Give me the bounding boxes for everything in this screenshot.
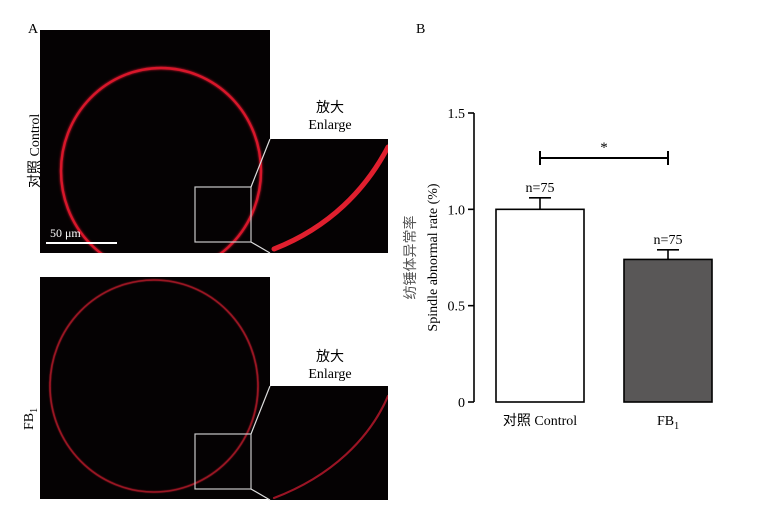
- control-enlarge-caption: 放大 Enlarge: [285, 100, 375, 134]
- enlarge-en-label: Enlarge: [308, 118, 352, 133]
- fb1-spindle-ring: [49, 279, 259, 493]
- bar-label-0: n=75: [526, 181, 555, 196]
- spindle-abnormal-rate-chart: 纺锤体异常率 Spindle abnormal rate (%) 0 0.5 1.0 1…: [402, 107, 713, 432]
- scale-bar-label: 50 μm: [50, 226, 81, 240]
- fb1-enlarge-caption: 放大 Enlarge: [285, 349, 375, 383]
- y-tick-label: 1.0: [448, 203, 466, 218]
- fb1-zoom-box: [194, 433, 252, 490]
- x-category-label-1: FB1: [657, 414, 679, 432]
- y-axis-title: 纺锤体异常率 Spindle abnormal rate (%): [402, 183, 441, 331]
- y-axis-title-cn: 纺锤体异常率: [402, 216, 419, 300]
- control-oocyte-image: 50 μm: [40, 30, 270, 253]
- enlarge-en-label-2: Enlarge: [308, 367, 352, 382]
- y-tick-label: 0.5: [448, 300, 466, 315]
- control-spindle-ring: [59, 66, 263, 253]
- y-tick-label: 0: [458, 396, 465, 411]
- zoom-connectors: [250, 138, 271, 501]
- control-zoom-box: [194, 186, 252, 243]
- bar-1: [623, 258, 713, 403]
- fb1-enlarged-spindle: [272, 394, 388, 500]
- y-axis-title-en: Spindle abnormal rate (%): [426, 183, 441, 331]
- panel-b-letter: B: [416, 22, 426, 37]
- panel-a-letter: A: [28, 22, 39, 37]
- fb1-oocyte-image: [40, 277, 270, 499]
- control-enlarged-spindle: [271, 144, 388, 252]
- significance-marker: *: [600, 140, 608, 156]
- fb1-enlarged-image: [270, 386, 388, 500]
- x-category-label-0: 对照 Control: [503, 413, 577, 429]
- enlarge-cn-label-2: 放大: [316, 350, 344, 365]
- bar-label-1: n=75: [654, 233, 683, 248]
- control-enlarged-image: [270, 139, 388, 253]
- y-tick-label: 1.5: [448, 107, 466, 122]
- enlarge-cn-label: 放大: [316, 101, 344, 116]
- bar-0: [495, 208, 585, 403]
